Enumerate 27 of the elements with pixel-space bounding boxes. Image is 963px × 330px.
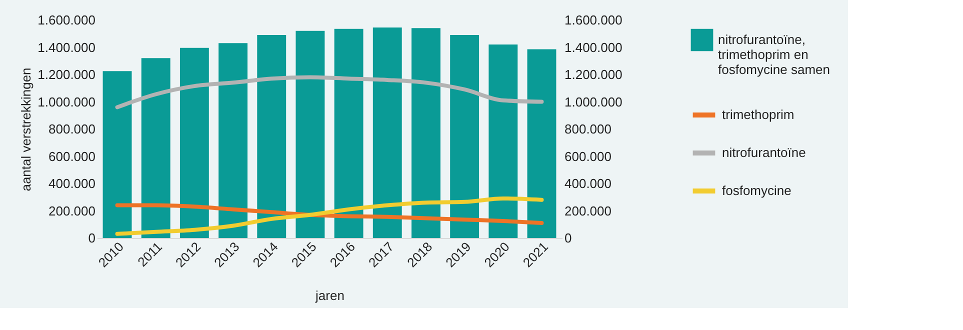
legend-label: nitrofurantoïne (722, 145, 806, 160)
legend-label: trimethoprim (722, 107, 794, 122)
line-series (115, 203, 544, 226)
y2-tick-label: 400.000 (564, 176, 612, 191)
y-tick-label: 1.400.000 (38, 40, 96, 55)
y2-tick-label: 200.000 (564, 203, 612, 218)
y2-tick-label: 1.400.000 (564, 40, 622, 55)
y-tick-label: 1.200.000 (38, 67, 96, 82)
y-tick-label: 1.000.000 (38, 94, 96, 110)
x-axis-title: jaren (314, 288, 344, 304)
y2-tick-label: 1.200.000 (564, 67, 622, 82)
y2-tick-label: 600.000 (564, 148, 612, 164)
y2-tick-label: 0 (564, 230, 572, 246)
y2-tick-label: 1.600.000 (564, 12, 622, 28)
y-tick-label: 0 (88, 230, 96, 246)
y2-tick-label: 1.000.000 (564, 94, 622, 110)
y-axis-title: aantal verstrekkingen (18, 68, 34, 192)
y-tick-label: 1.600.000 (38, 12, 96, 28)
y2-tick-label: 800.000 (564, 122, 612, 136)
y-tick-label: 400.000 (48, 176, 96, 191)
legend-label: fosfomycine (722, 183, 792, 198)
y-tick-label: 600.000 (48, 148, 96, 164)
legend-label: nitrofurantoïne, trimethoprim en fosfomycine samen (718, 32, 830, 77)
line-series (115, 75, 544, 110)
line-series (115, 196, 544, 236)
y-tick-label: 800.000 (48, 122, 96, 136)
y-tick-label: 200.000 (48, 203, 96, 218)
